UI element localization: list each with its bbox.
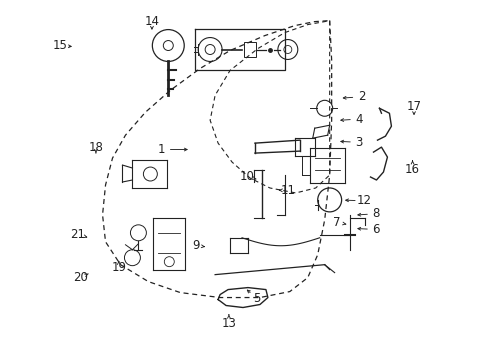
Text: 12: 12	[356, 194, 370, 207]
Text: 8: 8	[371, 207, 379, 220]
Text: 17: 17	[406, 100, 421, 113]
Text: 2: 2	[357, 90, 365, 103]
Text: 11: 11	[280, 184, 295, 197]
Text: 9: 9	[192, 239, 199, 252]
Text: 20: 20	[73, 271, 88, 284]
Text: 21: 21	[70, 228, 85, 241]
Text: 15: 15	[53, 39, 68, 52]
Text: 19: 19	[111, 261, 126, 274]
Text: 16: 16	[404, 163, 419, 176]
Text: 1: 1	[158, 143, 165, 156]
Text: 13: 13	[221, 317, 236, 330]
Text: 14: 14	[144, 15, 159, 28]
Text: 18: 18	[88, 140, 103, 153]
Text: 10: 10	[240, 170, 254, 183]
Text: 7: 7	[333, 216, 340, 229]
Text: 6: 6	[371, 223, 379, 236]
Text: 5: 5	[252, 292, 260, 305]
Bar	[244, 41, 255, 58]
Text: 3: 3	[355, 136, 362, 149]
Text: 4: 4	[354, 113, 362, 126]
